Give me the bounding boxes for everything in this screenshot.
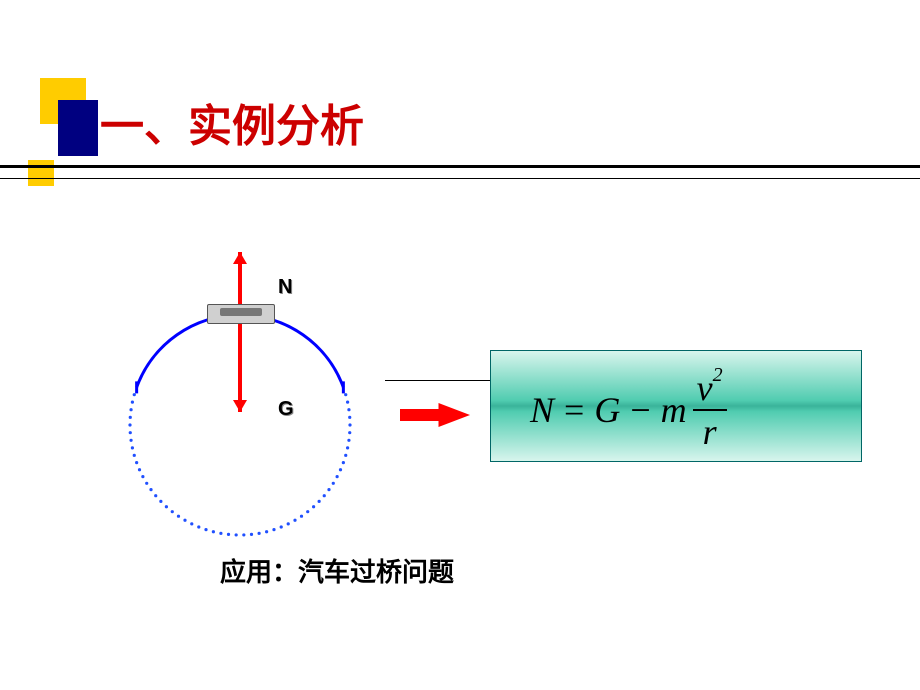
formula-eq: = (564, 389, 584, 431)
fraction-bar (693, 409, 727, 411)
formula-fraction: v2 r (693, 370, 727, 450)
formula: N = G − m v2 r (530, 370, 727, 450)
car-icon (207, 304, 275, 324)
header-rule-thick (0, 165, 920, 168)
circle-svg (100, 250, 380, 550)
decor-navy-1 (58, 100, 98, 156)
formula-m: m (661, 389, 687, 431)
page-title: 一、实例分析 (100, 90, 364, 154)
formula-g: G (594, 389, 620, 431)
formula-v: v (697, 368, 713, 408)
header-rule-thin (0, 178, 920, 179)
formula-minus: − (630, 389, 650, 431)
label-n: N (278, 276, 292, 299)
force-arrow-g (233, 322, 247, 412)
caption: 应用：汽车过桥问题 (220, 552, 454, 589)
formula-n: N (530, 389, 554, 431)
force-arrow-n (233, 252, 247, 312)
bridge-diagram: N G (100, 250, 380, 530)
formula-sq: 2 (713, 364, 723, 386)
formula-r: r (699, 414, 721, 450)
label-g: G (278, 398, 294, 421)
decor-yellow-2 (28, 160, 54, 186)
arrow-right-icon (400, 403, 470, 427)
